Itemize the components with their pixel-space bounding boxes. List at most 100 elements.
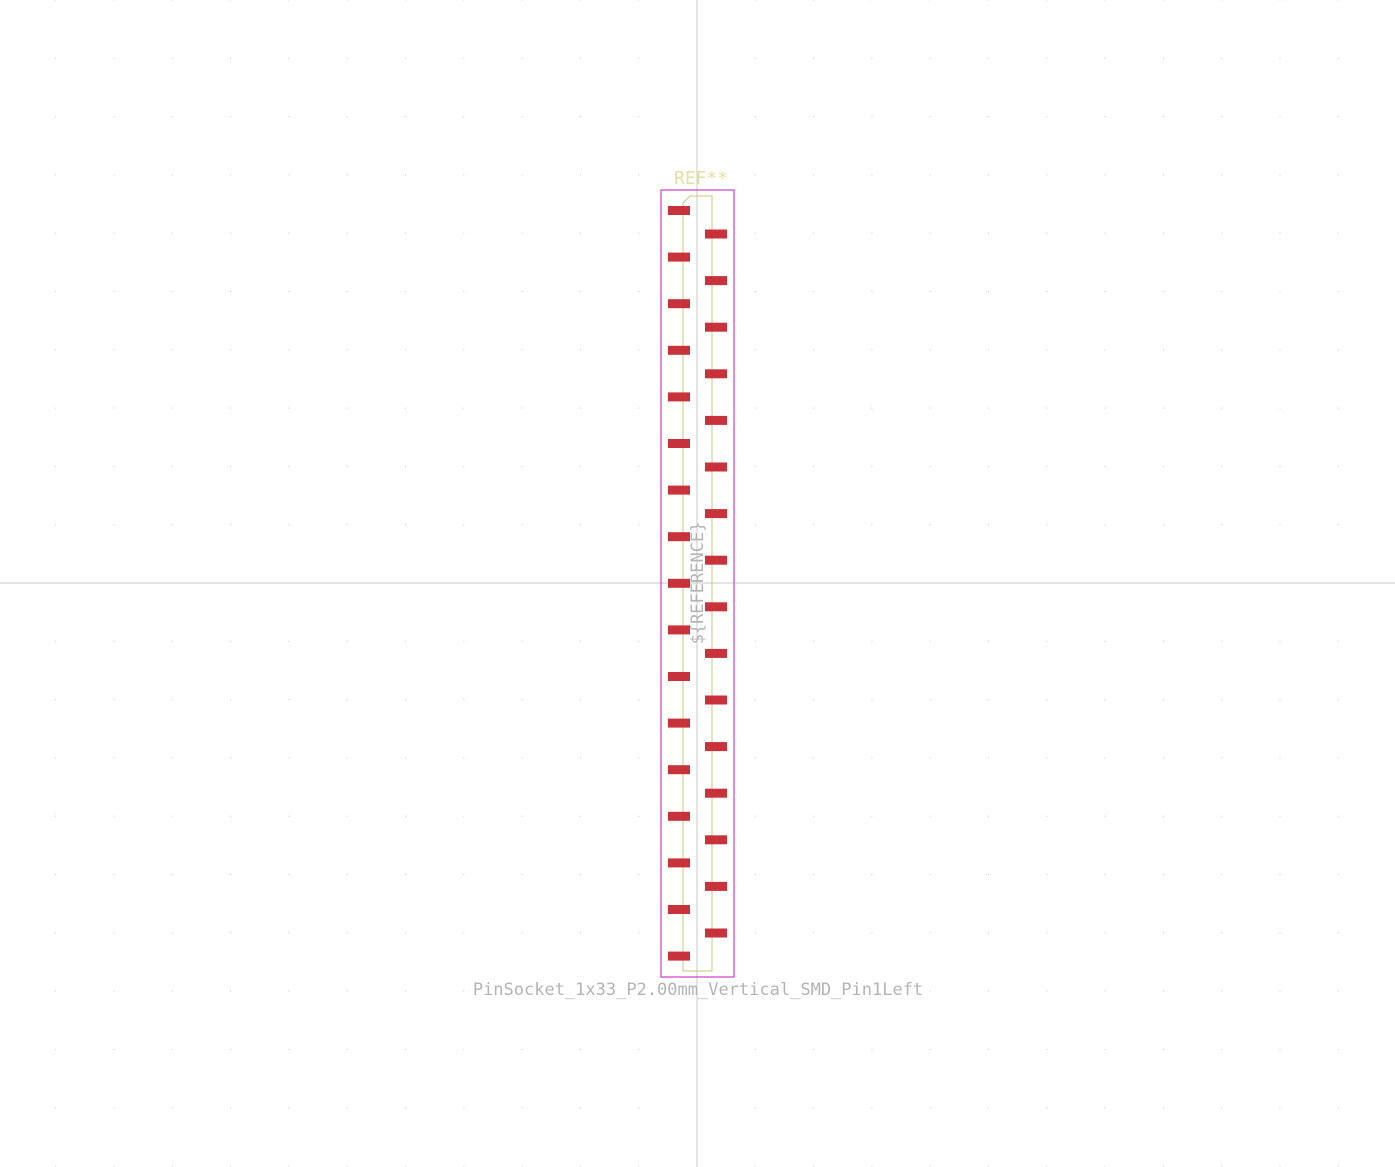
grid-dot: [1104, 990, 1106, 992]
grid-dot: [813, 932, 815, 934]
grid-dot: [1162, 932, 1164, 934]
grid-dot: [55, 874, 57, 875]
grid-dot: [55, 0, 57, 1]
pad-right[interactable]: [705, 648, 727, 658]
grid-dot: [1162, 815, 1164, 817]
pad-right[interactable]: [705, 276, 727, 286]
pad-left[interactable]: [668, 345, 690, 355]
footprint[interactable]: REF** ${REFERENCE} PinSocket_1x33_P2.00m…: [473, 168, 923, 1000]
pad-right[interactable]: [705, 415, 727, 425]
grid-dot: [171, 990, 173, 992]
pad-left[interactable]: [668, 765, 690, 775]
grid-dot: [521, 524, 523, 526]
pad-right[interactable]: [705, 322, 727, 332]
grid-dot: [813, 291, 815, 292]
grid-dot: [1279, 1107, 1281, 1109]
pad-right[interactable]: [705, 835, 727, 845]
grid-dot: [171, 699, 173, 701]
pad-right[interactable]: [705, 229, 727, 239]
pad-left[interactable]: [668, 951, 690, 961]
reference-label[interactable]: REF**: [674, 168, 728, 189]
pad-left[interactable]: [668, 718, 690, 728]
pad-left[interactable]: [668, 485, 690, 495]
pad-left[interactable]: [668, 811, 690, 821]
grid-dot: [171, 0, 173, 1]
pad-right[interactable]: [705, 928, 727, 938]
grid-dot: [113, 232, 115, 234]
grid-dot: [521, 990, 523, 992]
grid-dot: [171, 757, 173, 759]
pad-right[interactable]: [705, 555, 727, 565]
grid-dot: [55, 990, 57, 992]
grid-dot: [346, 116, 348, 118]
pad-right[interactable]: [705, 602, 727, 612]
grid-dot: [871, 407, 873, 409]
pad-right[interactable]: [705, 881, 727, 891]
grid-dot: [113, 1107, 115, 1109]
grid-dot: [754, 815, 756, 817]
grid-dot: [405, 815, 406, 817]
grid-dot: [230, 524, 232, 526]
grid-dot: [113, 57, 115, 59]
grid-dot: [230, 174, 232, 176]
grid-dot: [288, 1048, 290, 1050]
grid-dot: [988, 815, 989, 817]
pad-right[interactable]: [705, 462, 727, 472]
grid-dot: [638, 57, 640, 59]
reference-field-text[interactable]: ${REFERENCE}: [688, 522, 708, 645]
grid-dot: [871, 1107, 873, 1109]
pad-left[interactable]: [668, 905, 690, 914]
grid-dot: [55, 815, 57, 817]
grid-dot: [1046, 232, 1048, 234]
grid-dot: [813, 1107, 815, 1109]
pad-right[interactable]: [705, 369, 727, 379]
grid-dot: [1279, 407, 1281, 409]
pad-right[interactable]: [705, 695, 727, 705]
pad-left[interactable]: [668, 532, 690, 542]
grid-dot: [754, 932, 756, 934]
pad-left[interactable]: [668, 252, 690, 262]
grid-dot: [754, 1165, 756, 1167]
grid-dot: [1337, 640, 1339, 642]
grid-dot: [1162, 349, 1164, 351]
grid-dot: [929, 524, 931, 526]
grid-dot: [463, 0, 465, 1]
grid-dot: [55, 407, 57, 409]
grid-dot: [288, 57, 290, 59]
grid-dot: [1221, 1165, 1223, 1167]
pad-right[interactable]: [705, 509, 727, 519]
grid-dot: [1162, 1165, 1164, 1167]
grid-dot: [754, 0, 756, 1]
grid-dot: [579, 349, 581, 351]
grid-dot: [1104, 932, 1106, 934]
pad-left[interactable]: [668, 578, 690, 588]
grid-dot: [1104, 1165, 1106, 1167]
pad-right[interactable]: [705, 742, 727, 752]
pad-right[interactable]: [705, 788, 727, 798]
grid-dot: [1046, 174, 1048, 176]
grid-dot: [988, 874, 989, 875]
grid-dot: [346, 1165, 348, 1167]
grid-dot: [1162, 116, 1164, 118]
grid-dot: [813, 757, 815, 759]
grid-dot: [1104, 407, 1106, 409]
grid-dot: [988, 291, 989, 292]
courtyard-outline: [660, 189, 735, 978]
grid-dot: [1162, 990, 1164, 992]
pad-left[interactable]: [668, 858, 690, 868]
grid-dot: [113, 1165, 115, 1167]
pad-left[interactable]: [668, 299, 690, 309]
pad-left[interactable]: [668, 625, 690, 635]
pad-left[interactable]: [668, 206, 690, 215]
pad-left[interactable]: [668, 672, 690, 681]
pad-left[interactable]: [668, 439, 690, 448]
grid-dot: [929, 116, 931, 118]
pad-left[interactable]: [668, 392, 690, 402]
grid-dot: [813, 524, 815, 526]
grid-dot: [1221, 990, 1223, 992]
grid-dot: [929, 57, 931, 59]
grid-dot: [1046, 932, 1048, 934]
grid-dot: [521, 0, 523, 1]
footprint-value-label[interactable]: PinSocket_1x33_P2.00mm_Vertical_SMD_Pin1…: [473, 980, 923, 1000]
